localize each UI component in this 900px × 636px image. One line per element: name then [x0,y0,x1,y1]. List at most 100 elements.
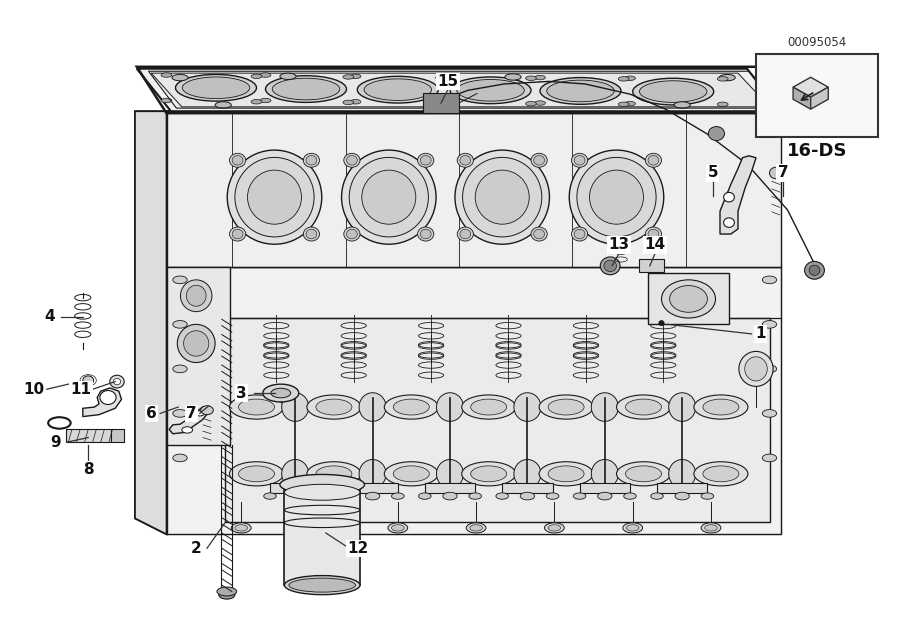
Ellipse shape [717,77,728,81]
Ellipse shape [314,493,327,499]
Ellipse shape [176,74,256,101]
Ellipse shape [418,493,431,499]
Ellipse shape [470,525,482,531]
Ellipse shape [548,466,584,482]
Ellipse shape [809,265,820,275]
Ellipse shape [762,365,777,373]
Ellipse shape [531,227,547,241]
Ellipse shape [442,102,458,108]
Ellipse shape [539,395,593,419]
Ellipse shape [173,454,187,462]
Ellipse shape [436,392,464,422]
Ellipse shape [569,150,664,244]
Bar [756,54,878,137]
Polygon shape [423,93,459,113]
Ellipse shape [450,77,531,104]
Polygon shape [347,483,398,493]
Ellipse shape [195,411,204,416]
Ellipse shape [227,150,322,244]
Ellipse shape [514,392,541,422]
Ellipse shape [238,466,274,482]
Ellipse shape [624,493,636,499]
Ellipse shape [531,153,547,167]
Ellipse shape [534,229,544,238]
Ellipse shape [436,100,446,105]
Ellipse shape [670,286,707,312]
Ellipse shape [590,170,644,225]
Ellipse shape [307,395,361,419]
Ellipse shape [316,399,352,415]
Ellipse shape [365,492,380,500]
Polygon shape [137,69,781,111]
Ellipse shape [393,399,429,415]
Ellipse shape [462,395,516,419]
Ellipse shape [463,158,542,237]
Text: 5: 5 [707,165,718,181]
Polygon shape [135,111,166,534]
Ellipse shape [719,74,735,81]
Polygon shape [425,483,475,493]
Ellipse shape [457,80,524,101]
Ellipse shape [231,523,251,533]
Ellipse shape [161,73,172,77]
Text: 14: 14 [644,237,666,252]
Ellipse shape [455,150,549,244]
Text: 00095054: 00095054 [788,36,846,48]
Ellipse shape [520,492,535,500]
Ellipse shape [724,192,734,202]
Polygon shape [166,267,781,534]
Text: 7: 7 [778,165,788,181]
Ellipse shape [505,74,521,80]
Ellipse shape [625,101,635,106]
Ellipse shape [184,331,209,356]
Ellipse shape [289,578,356,592]
Text: 7: 7 [186,406,197,421]
Ellipse shape [306,229,317,238]
Ellipse shape [316,466,352,482]
Text: 3: 3 [236,385,247,401]
Ellipse shape [260,73,271,77]
Ellipse shape [173,365,187,373]
Ellipse shape [182,427,193,433]
Ellipse shape [110,375,124,388]
Ellipse shape [475,170,529,225]
Ellipse shape [420,229,431,238]
Ellipse shape [303,227,320,241]
Ellipse shape [651,493,663,499]
Ellipse shape [762,321,777,328]
Ellipse shape [303,153,320,167]
Polygon shape [166,111,781,267]
Ellipse shape [260,99,271,103]
Ellipse shape [282,459,309,488]
Ellipse shape [235,525,248,531]
Text: 12: 12 [347,541,369,556]
Ellipse shape [230,462,284,486]
Ellipse shape [280,73,296,80]
Ellipse shape [392,525,404,531]
Ellipse shape [471,399,507,415]
Ellipse shape [248,170,302,225]
Ellipse shape [436,459,464,488]
Ellipse shape [284,485,360,500]
Ellipse shape [232,229,243,238]
Ellipse shape [471,466,507,482]
Ellipse shape [572,153,588,167]
Polygon shape [83,388,122,417]
Ellipse shape [350,99,361,104]
Polygon shape [793,77,828,97]
Polygon shape [580,483,630,493]
Ellipse shape [172,74,188,81]
Ellipse shape [616,395,670,419]
Ellipse shape [674,102,690,108]
Ellipse shape [574,156,585,165]
Ellipse shape [724,218,734,227]
Text: 4: 4 [44,309,55,324]
Ellipse shape [694,462,748,486]
Text: 11: 11 [70,382,92,397]
Ellipse shape [703,466,739,482]
Ellipse shape [633,78,714,105]
Ellipse shape [271,388,291,398]
Ellipse shape [346,229,357,238]
Ellipse shape [546,493,559,499]
Ellipse shape [280,474,364,495]
